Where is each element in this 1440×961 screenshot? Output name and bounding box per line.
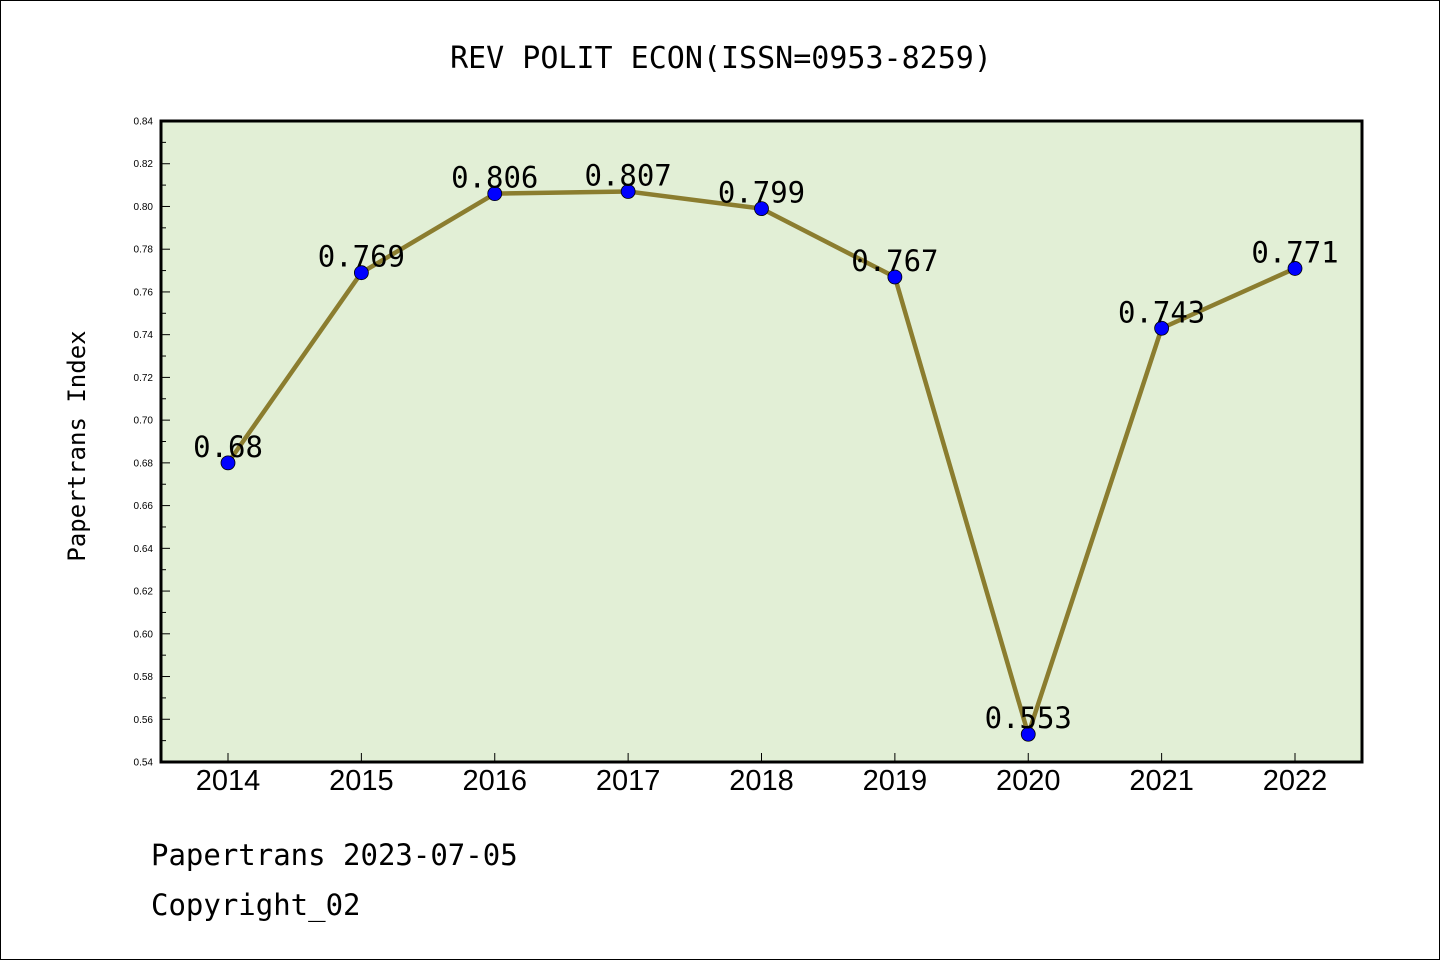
y-tick-label: 0.64 (134, 544, 154, 555)
data-label-2018: 0.799 (718, 176, 805, 210)
data-label-2020: 0.553 (985, 701, 1072, 735)
data-point-2020 (1020, 726, 1036, 742)
y-tick-label: 0.58 (134, 672, 154, 683)
y-tick-label: 0.76 (134, 287, 154, 298)
x-tick-label-2022: 2022 (1263, 765, 1328, 797)
data-point-2017 (620, 184, 636, 199)
data-point-2014 (220, 455, 236, 471)
data-label-2021: 0.743 (1118, 295, 1205, 329)
x-tick-label-2017: 2017 (596, 765, 661, 797)
series-papertrans-index (220, 184, 1303, 742)
footer-copyright: Copyright_02 (151, 888, 361, 923)
y-tick-label: 0.80 (134, 202, 154, 213)
data-label-2014: 0.68 (193, 430, 263, 464)
data-point-2015 (353, 265, 369, 281)
x-tick-label-2014: 2014 (196, 765, 261, 797)
y-tick-label: 0.68 (134, 458, 154, 469)
data-label-2015: 0.769 (318, 240, 405, 274)
data-label-2017: 0.807 (584, 159, 671, 193)
y-tick-label: 0.78 (134, 245, 154, 256)
y-tick-label: 0.84 (134, 117, 154, 128)
x-tick-label-2021: 2021 (1129, 765, 1194, 797)
y-tick-label: 0.54 (134, 758, 154, 769)
data-point-2016 (487, 186, 503, 202)
data-point-2022 (1287, 261, 1303, 276)
y-tick-label: 0.60 (134, 629, 154, 640)
data-label-2016: 0.806 (451, 161, 538, 195)
x-tick-label-2020: 2020 (996, 765, 1061, 797)
data-label-2019: 0.767 (851, 244, 938, 278)
data-point-2019 (887, 269, 903, 285)
x-tick-label-2016: 2016 (462, 765, 527, 797)
plot-area (159, 119, 1364, 764)
y-tick-label: 0.70 (134, 416, 154, 427)
y-tick-label: 0.56 (134, 715, 154, 726)
x-tick-label-2018: 2018 (729, 765, 794, 797)
data-point-2021 (1154, 320, 1170, 336)
y-tick-label: 0.82 (134, 159, 154, 170)
y-axis: 0.54 0.56 0.58 0.60 0.62 0.64 0.66 0.68 0.70 0.72… (134, 117, 170, 769)
data-labels: 0.68 0.769 0.806 0.807 0.799 0.767 0.553 0.743 0… (193, 159, 1339, 736)
data-point-2018 (754, 201, 769, 217)
chart-title: REV POLIT ECON(ISSN=0953-8259) (450, 41, 992, 76)
x-tick-label-2015: 2015 (329, 765, 394, 797)
y-axis-label: Papertrans Index (63, 330, 91, 561)
y-tick-label: 0.74 (134, 330, 154, 341)
footer-date: Papertrans 2023-07-05 (151, 838, 518, 872)
data-label-2022: 0.771 (1251, 235, 1338, 269)
x-axis: 2014 2015 2016 2017 2018 2019 2020 2021 2022 (196, 753, 1328, 797)
x-tick-label-2019: 2019 (863, 765, 928, 797)
y-tick-label: 0.72 (134, 373, 154, 384)
y-tick-label: 0.66 (134, 501, 154, 512)
y-tick-label: 0.62 (134, 587, 154, 598)
